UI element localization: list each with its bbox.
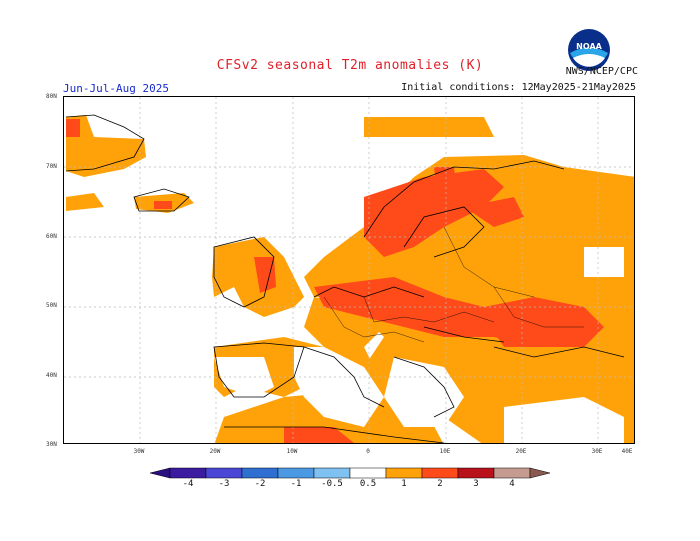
colorbar-label-m3: -3 xyxy=(218,479,230,489)
colorbar-swatch-5 xyxy=(349,467,387,479)
agency-label: NWS/NCEP/CPC xyxy=(565,66,638,77)
country-borders xyxy=(323,226,584,343)
colorbar-swatch-8 xyxy=(457,467,495,479)
coastlines xyxy=(65,114,625,443)
colorbar-end-high xyxy=(529,467,550,479)
colorbar-end-low xyxy=(150,467,171,479)
lat-label-40n: 40N xyxy=(46,372,57,379)
lon-label-10e: 10E xyxy=(439,448,451,455)
colorbar-swatch-0 xyxy=(169,467,207,479)
colorbar-label-05: 0.5 xyxy=(359,479,377,489)
lat-label-80n: 80N xyxy=(46,93,57,100)
graticule xyxy=(64,97,634,443)
colorbar-swatch-1 xyxy=(205,467,243,479)
lat-label-70n: 70N xyxy=(46,163,57,170)
map-title: CFSv2 seasonal T2m anomalies (K) xyxy=(216,58,484,73)
lon-label-20e: 20E xyxy=(515,448,527,455)
colorbar-label-4: 4 xyxy=(509,479,515,489)
season-label: Jun-Jul-Aug 2025 xyxy=(63,82,169,95)
colorbar-label-3: 3 xyxy=(473,479,479,489)
colorbar xyxy=(150,467,550,479)
colorbar-label-m1: -1 xyxy=(290,479,302,489)
colorbar-label-m4: -4 xyxy=(182,479,194,489)
lat-label-60n: 60N xyxy=(46,233,57,240)
map-canvas xyxy=(64,97,634,443)
initial-conditions-label: Initial conditions: 12May2025-21May2025 xyxy=(401,82,636,93)
lon-label-30w: 30W xyxy=(133,448,145,455)
lon-label-40e: 40E xyxy=(621,448,633,455)
colorbar-swatch-7 xyxy=(421,467,459,479)
noaa-logo: NOAA xyxy=(568,29,610,71)
colorbar-swatch-6 xyxy=(385,467,423,479)
colorbar-swatch-3 xyxy=(277,467,315,479)
colorbar-swatch-2 xyxy=(241,467,279,479)
lon-label-20w: 20W xyxy=(209,448,221,455)
lon-label-0: 0 xyxy=(366,448,370,455)
colorbar-label-m2: -2 xyxy=(254,479,266,489)
lat-label-30n: 30N xyxy=(46,441,57,448)
neutral-white-areas xyxy=(214,247,624,443)
lat-label-50n: 50N xyxy=(46,302,57,309)
colorbar-label-m05: -0.5 xyxy=(321,479,343,489)
colorbar-label-1: 1 xyxy=(401,479,407,489)
colorbar-swatch-9 xyxy=(493,467,531,479)
warm-anomaly-1-2 xyxy=(66,119,604,443)
noaa-logo-text: NOAA xyxy=(576,42,602,51)
colorbar-label-2: 2 xyxy=(437,479,443,489)
lon-label-10w: 10W xyxy=(286,448,298,455)
anomaly-map xyxy=(63,96,635,444)
lon-label-30e: 30E xyxy=(591,448,603,455)
colorbar-swatch-4 xyxy=(313,467,351,479)
